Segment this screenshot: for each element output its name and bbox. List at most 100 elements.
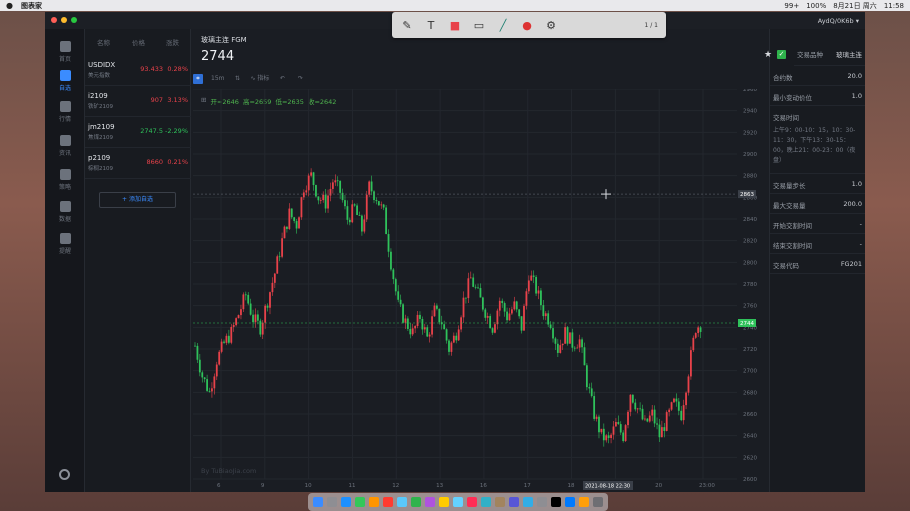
star-icon[interactable]: ★ [764,50,773,60]
nav-item-news[interactable]: 资讯 [45,135,85,157]
candle-body [215,364,218,377]
clock-label[interactable]: 11:58 [883,1,904,10]
candle-body [552,328,554,339]
app-icon[interactable] [551,497,561,507]
y-tick-label: 2720 [743,347,757,353]
watch-row[interactable]: USDIDX 美元指数 93.433 0.28% [85,55,191,86]
candle-body [694,333,697,338]
trash-icon[interactable] [593,497,603,507]
watch-row[interactable]: i2109 铁矿2109 907 3.13% [85,86,191,117]
col-name[interactable]: 名称 [97,39,110,47]
nav-item-watchlist[interactable]: 自选 [45,70,85,92]
app-icon[interactable] [579,497,589,507]
nav-item-home[interactable]: 首页 [45,41,85,63]
col-change[interactable]: 涨跌 [166,39,179,47]
candle-body [610,434,612,438]
app-icon[interactable] [523,497,533,507]
safari-icon[interactable] [341,497,351,507]
close-window-button[interactable] [51,17,57,23]
record-icon[interactable]: ● [522,18,532,32]
app-icon[interactable] [369,497,379,507]
app-icon[interactable] [425,497,435,507]
candle-body [336,180,339,182]
app-icon[interactable] [355,497,365,507]
info-row: 交易代码 FG201 [770,254,865,274]
photos-icon[interactable] [383,497,393,507]
settings-icon[interactable] [59,469,70,480]
info-row: 合约数 20.0 [770,66,865,86]
nav-item-alerts[interactable]: 提醒 [45,233,85,255]
zoom-window-button[interactable] [71,17,77,23]
undo-icon[interactable]: ↶ [279,75,285,82]
col-price[interactable]: 价格 [132,39,145,47]
account-button[interactable]: AydQ/0K6b ▾ [817,17,859,25]
app-icon[interactable] [537,497,547,507]
app-icon[interactable] [509,497,519,507]
app-icon[interactable] [495,497,505,507]
nav-item-strategy[interactable]: 策略 [45,169,85,191]
candle-body [479,288,482,298]
app-icon[interactable] [565,497,575,507]
notification-count[interactable]: 99+ [784,1,800,10]
add-watchlist-button[interactable]: + 添加自选 [99,192,176,208]
date-label[interactable]: 8月21日 周六 [833,1,877,10]
wechat-icon[interactable] [411,497,421,507]
instrument-price: 2744 [201,49,235,64]
app-name[interactable]: 图表家 [20,1,42,10]
redo-icon[interactable]: ↷ [297,75,303,82]
apple-icon[interactable]: ● [6,1,13,10]
candle-body [256,314,259,321]
check-icon[interactable]: ✓ [777,50,786,59]
candle-body [232,325,235,327]
nav-item-market[interactable]: 行情 [45,101,85,123]
candle-body [547,313,550,325]
watch-name: 美元指数 [88,73,111,79]
text-icon[interactable]: T [427,18,435,32]
price-chart[interactable]: 2960 2940 2920 2900 2880 2860 2840 2820 2800 2780… [191,89,769,492]
app-icon[interactable] [453,497,463,507]
indicators-button[interactable]: ∿ 指标 [250,75,270,82]
candle-body [443,324,446,330]
candle-body [501,300,504,304]
x-tick-label: 17 [524,483,531,489]
candle-body [484,309,487,318]
candle-body [394,279,397,292]
battery-level[interactable]: 100% [806,1,827,10]
candle-body [685,392,687,406]
candle-body [433,305,436,317]
candle-body [462,297,465,318]
app-icon[interactable] [481,497,491,507]
candle-body [298,217,300,229]
candle-body [627,411,629,426]
finder-icon[interactable] [313,497,323,507]
y-tick-label: 2680 [743,390,757,396]
gear-icon[interactable]: ⚙ [546,18,556,32]
shape-icon[interactable]: ▭ [473,18,485,32]
candle-body [590,388,593,397]
y-tick-label: 2880 [743,174,757,180]
ohlc-expand-icon[interactable]: ⊞ [201,96,207,104]
candle-body [680,410,683,421]
pencil-icon[interactable]: ✎ [402,18,412,32]
messages-icon[interactable] [397,497,407,507]
minimize-window-button[interactable] [61,17,67,23]
watch-row[interactable]: jm2109 焦煤2109 2747.5 -2.29% [85,117,191,148]
line-icon[interactable]: ╱ [499,18,507,32]
color-fill-icon[interactable]: ■ [449,18,461,32]
launchpad-icon[interactable] [327,497,337,507]
draw-tools-icon[interactable]: ⌗ [193,74,203,84]
candle-body [690,350,692,377]
info-key: 交易代码 [773,262,799,270]
y-tick-label: 2940 [743,109,757,115]
candles-icon [59,101,71,112]
interval-selector[interactable]: 15m [211,75,225,82]
candle-body [465,297,467,299]
app-icon[interactable] [439,497,449,507]
nav-item-data[interactable]: 数据 [45,201,85,223]
watch-row[interactable]: p2109 棕榈2109 8660 0.21% [85,148,191,179]
candle-body [240,309,242,316]
app-icon[interactable] [467,497,477,507]
candle-body [699,327,702,332]
candle-type-icon[interactable]: ⇅ [234,75,240,82]
candle-body [223,341,225,343]
